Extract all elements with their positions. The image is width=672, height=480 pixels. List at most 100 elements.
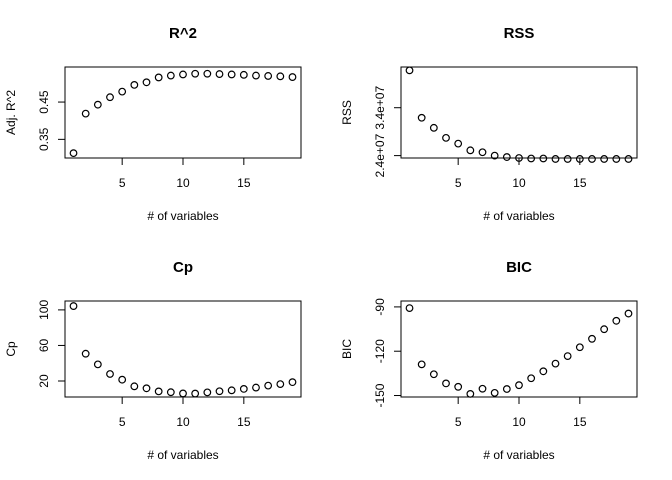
data-point xyxy=(624,155,633,163)
x-tick-label: 5 xyxy=(455,415,462,429)
data-point xyxy=(600,155,609,163)
data-point xyxy=(154,73,163,82)
data-point xyxy=(478,384,487,393)
data-point xyxy=(551,155,560,163)
data-point xyxy=(69,149,78,158)
data-point xyxy=(588,155,596,163)
plot-frame xyxy=(400,300,638,398)
y-axis-label: RSS xyxy=(340,100,354,125)
data-point xyxy=(264,72,273,80)
x-axis-label: # of variables xyxy=(483,209,554,223)
chart-title: BIC xyxy=(506,259,532,276)
data-point xyxy=(454,139,463,148)
data-point xyxy=(179,70,187,79)
data-point xyxy=(215,70,224,78)
data-point xyxy=(288,73,297,81)
data-point xyxy=(539,367,548,376)
x-axis-label: # of variables xyxy=(147,209,218,223)
y-tick-label: 2.4e+07 xyxy=(373,133,387,177)
data-point xyxy=(93,100,102,109)
x-axis-label: # of variables xyxy=(147,448,218,462)
data-point xyxy=(575,343,584,352)
data-point xyxy=(624,309,633,318)
y-axis-label: Cp xyxy=(4,341,18,357)
data-point xyxy=(405,304,414,312)
data-point xyxy=(191,69,200,78)
data-point xyxy=(179,389,187,398)
data-point xyxy=(454,382,463,391)
data-point xyxy=(81,109,90,118)
x-tick-label: 15 xyxy=(237,176,251,190)
data-point xyxy=(264,381,273,390)
panel-rss: RSS 5 10 15 # of variables 2.4e+07 3.4e+07 RSS xyxy=(340,25,638,223)
data-point xyxy=(227,70,236,79)
data-point xyxy=(563,155,572,163)
data-point xyxy=(551,359,560,368)
data-point xyxy=(442,379,450,388)
x-tick-label: 10 xyxy=(512,176,526,190)
y-tick-label: 100 xyxy=(37,300,51,320)
data-point xyxy=(239,70,248,79)
data-point xyxy=(276,72,285,81)
data-point xyxy=(527,154,536,163)
data-point xyxy=(612,155,621,163)
x-tick-label: 5 xyxy=(455,176,462,190)
data-point xyxy=(118,87,127,96)
data-point xyxy=(405,66,414,75)
x-tick-label: 10 xyxy=(176,415,190,429)
data-point xyxy=(118,375,127,384)
data-point xyxy=(93,360,102,369)
y-tick-label: 3.4e+07 xyxy=(373,86,387,130)
plot-frame xyxy=(400,66,638,159)
y-tick-label: 60 xyxy=(37,338,51,352)
data-point xyxy=(69,302,78,310)
data-point xyxy=(429,370,438,379)
y-axis-label: Adj. R^2 xyxy=(4,90,18,135)
x-tick-label: 10 xyxy=(512,415,526,429)
data-point xyxy=(539,154,548,163)
data-point xyxy=(502,153,511,161)
x-tick-label: 10 xyxy=(176,176,190,190)
data-point xyxy=(515,154,523,162)
data-point xyxy=(215,387,224,396)
chart-title: R^2 xyxy=(169,25,197,42)
data-point xyxy=(417,113,426,122)
chart-title: RSS xyxy=(504,25,535,42)
data-point xyxy=(588,334,596,343)
panel-bic: BIC 5 10 15 # of variables -150 -120 -90 BIC xyxy=(340,259,638,462)
data-point xyxy=(600,325,609,334)
data-point xyxy=(166,71,175,80)
data-point xyxy=(466,389,475,398)
chart-title: Cp xyxy=(173,259,193,276)
data-point xyxy=(466,146,475,155)
panel-r2: R^2 5 10 15 # of variables 0.35 0.45 Adj. R^2 xyxy=(4,25,302,223)
data-point xyxy=(276,380,285,389)
data-point xyxy=(191,389,200,398)
y-tick-label: 0.35 xyxy=(37,127,51,151)
x-axis-label: # of variables xyxy=(483,448,554,462)
data-point xyxy=(288,378,297,387)
data-point xyxy=(130,81,139,89)
data-point xyxy=(429,123,438,132)
y-tick-label: -150 xyxy=(373,383,387,407)
y-tick-label: 0.45 xyxy=(37,90,51,114)
y-tick-label: 20 xyxy=(37,374,51,388)
data-point xyxy=(502,385,511,393)
data-point xyxy=(563,352,572,360)
data-point xyxy=(203,69,212,78)
data-point xyxy=(227,386,236,395)
data-point xyxy=(442,133,450,142)
data-point xyxy=(239,385,248,393)
x-tick-label: 5 xyxy=(119,176,126,190)
data-point xyxy=(490,388,499,397)
data-point xyxy=(106,370,114,378)
y-tick-label: -120 xyxy=(373,339,387,363)
data-point xyxy=(252,71,260,80)
data-point xyxy=(154,387,163,396)
data-point xyxy=(252,383,260,392)
y-tick-label: -90 xyxy=(373,298,387,316)
data-point xyxy=(527,374,536,383)
data-point xyxy=(515,381,523,390)
data-point xyxy=(81,349,90,358)
